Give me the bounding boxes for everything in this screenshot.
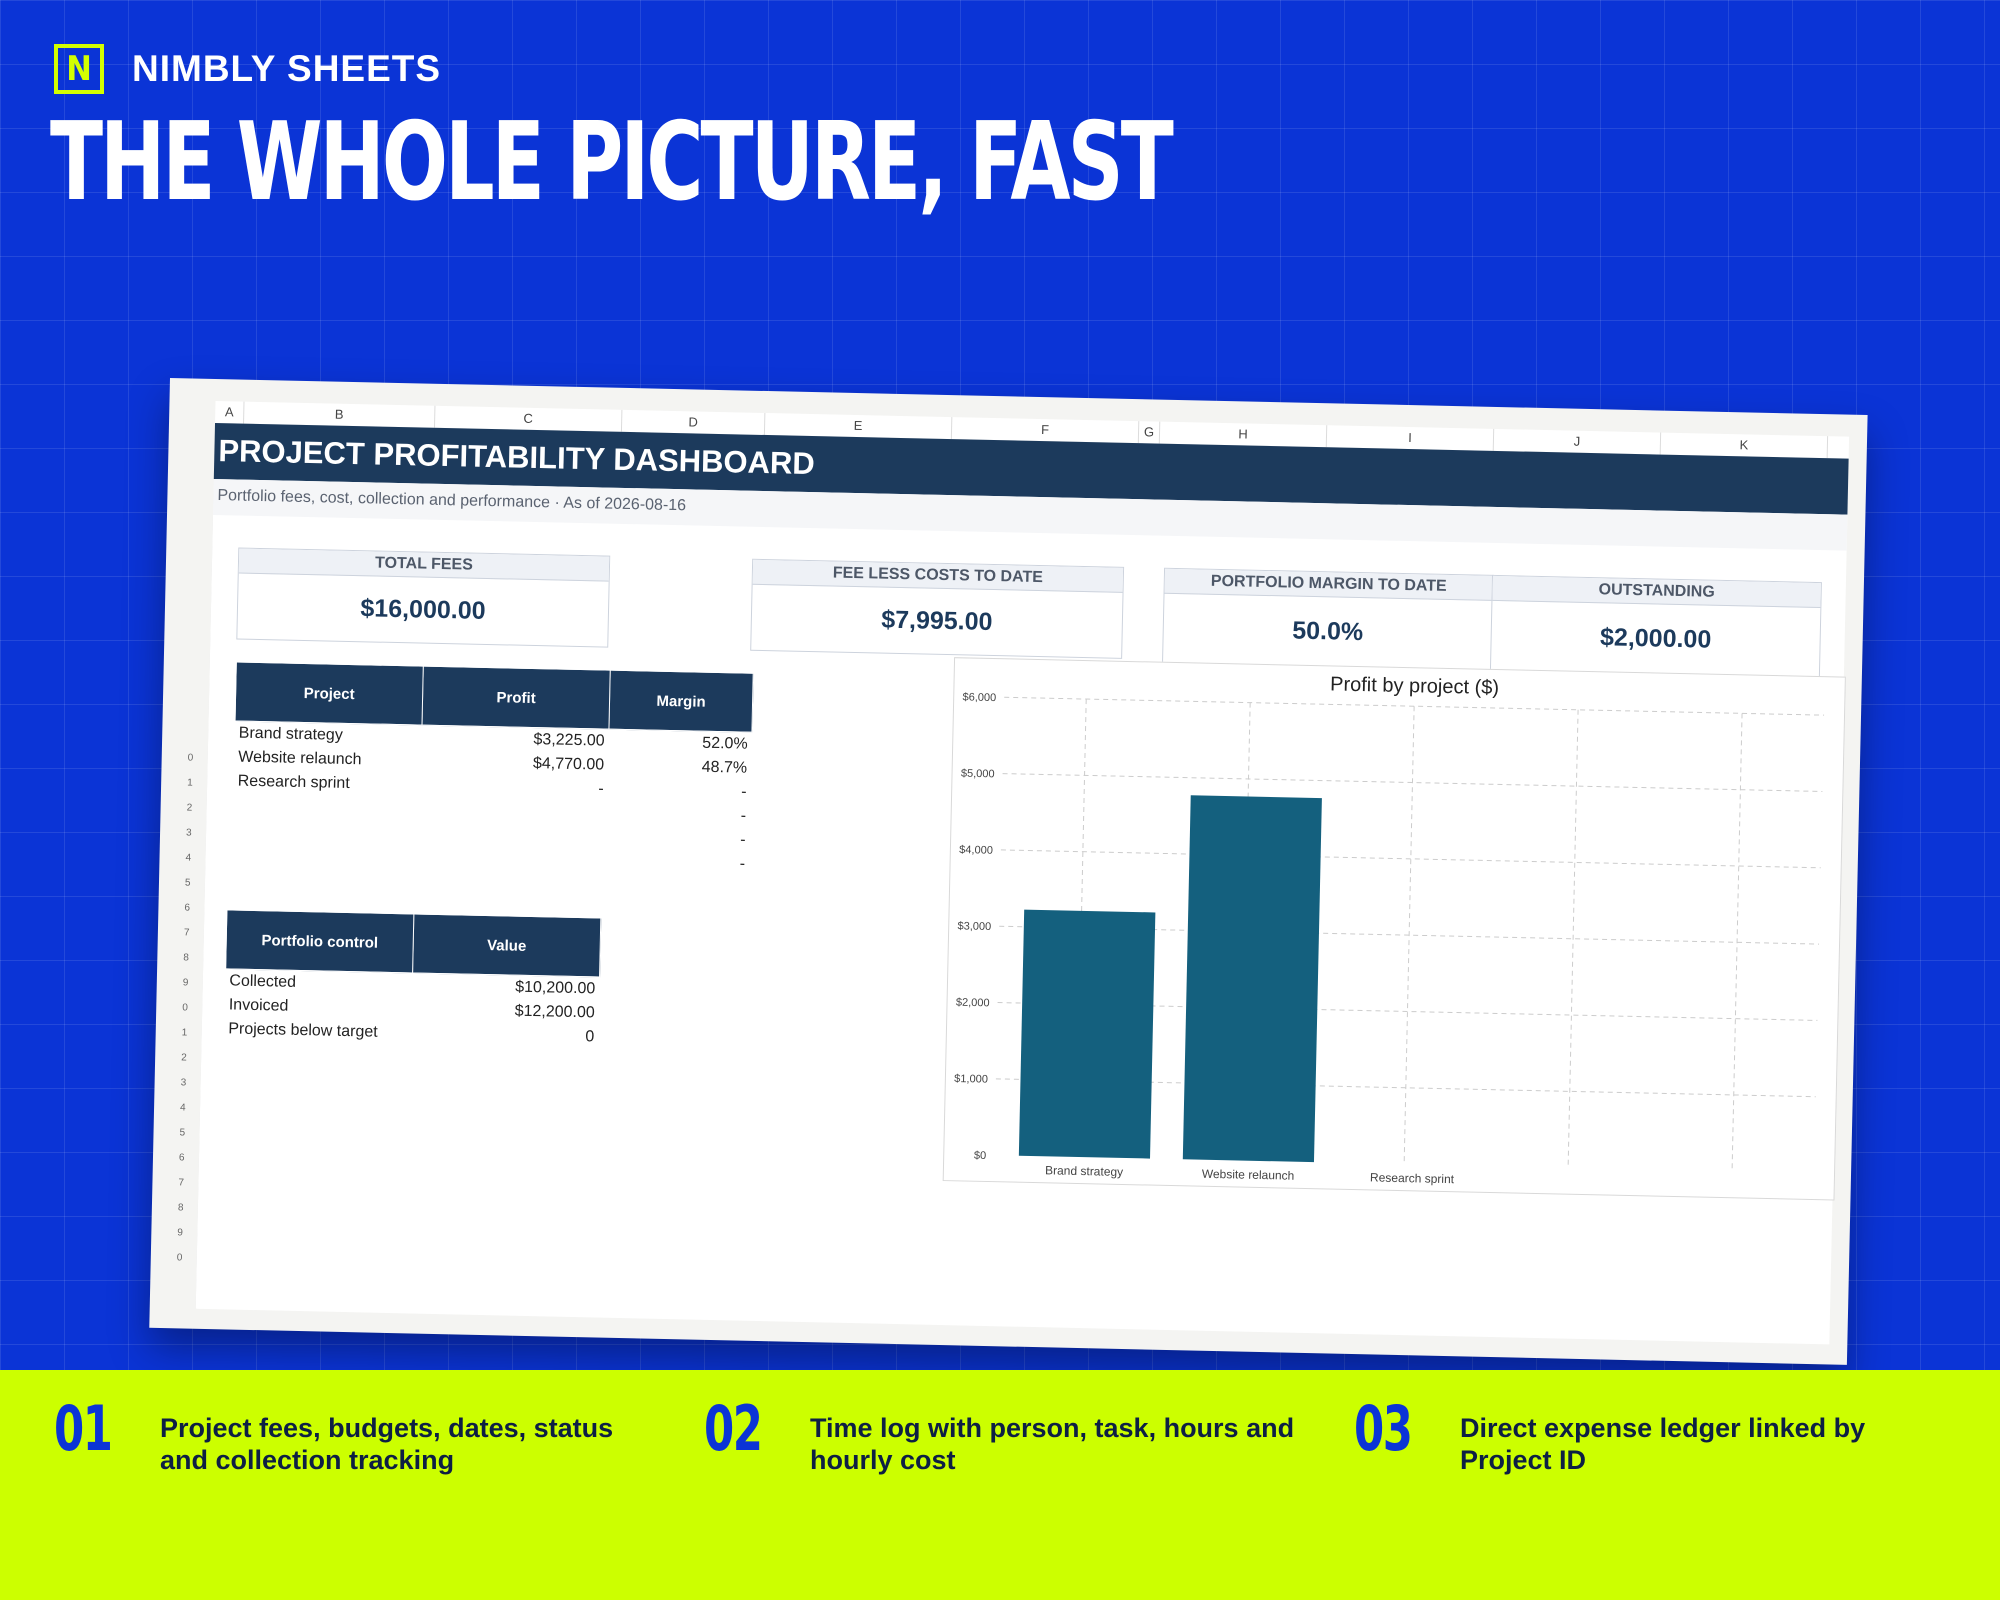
col-header-profit[interactable]: Profit (421, 666, 611, 730)
grid-line-horizontal (1002, 773, 1823, 792)
margin-cell[interactable]: - (740, 831, 746, 849)
row-number[interactable]: 2 (181, 1052, 187, 1064)
chart-title: Profit by project ($) (1330, 673, 1499, 699)
feature-text: Time log with person, task, hours and ho… (810, 1413, 1295, 1475)
kpi-outstanding[interactable]: OUTSTANDING $2,000.00 (1489, 574, 1822, 679)
y-tick-label: $3,000 (957, 920, 991, 933)
control-value-cell[interactable]: 0 (585, 1028, 595, 1046)
feature-text: Project fees, budgets, dates, status and… (160, 1413, 614, 1475)
kpi-value: $16,000.00 (360, 594, 486, 625)
row-number[interactable]: 8 (183, 952, 190, 964)
row-number[interactable]: 5 (184, 877, 191, 889)
sheet-canvas: PROJECT PROFITABILITY DASHBOARD Portfoli… (195, 422, 1849, 1345)
row-number[interactable]: 9 (177, 1227, 184, 1239)
column-header-a[interactable]: A (215, 400, 245, 424)
row-number[interactable]: 0 (182, 1002, 188, 1014)
margin-cell[interactable]: 48.7% (701, 758, 748, 777)
feature-number: 02 (704, 1392, 763, 1465)
grid-line-vertical (1567, 709, 1579, 1168)
x-tick-label: Website relaunch (1202, 1167, 1295, 1183)
y-tick-label: $0 (974, 1150, 987, 1162)
margin-cell[interactable]: - (741, 783, 747, 801)
row-number[interactable]: 5 (179, 1127, 186, 1139)
column-header-g[interactable]: G (1138, 421, 1161, 444)
row-number[interactable]: 1 (187, 777, 193, 789)
project-profit-table: Project Profit Margin Brand strategy $3,2… (231, 662, 754, 877)
row-number[interactable]: 8 (177, 1202, 184, 1214)
feature-2: 02 Time log with person, task, hours and… (704, 1398, 1310, 1476)
row-number[interactable]: 9 (182, 977, 189, 989)
row-number[interactable]: 7 (183, 927, 190, 939)
margin-cell[interactable]: - (740, 807, 747, 825)
kpi-value: $2,000.00 (1599, 623, 1712, 654)
brand-name: NIMBLY SHEETS (132, 48, 442, 89)
column-header-d[interactable]: D (621, 409, 766, 435)
kpi-fee-less-costs[interactable]: FEE LESS COSTS TO DATE $7,995.00 (750, 558, 1125, 659)
col-header-project[interactable]: Project (235, 662, 424, 726)
portfolio-control-table: Portfolio control Value Collected $10,200… (224, 909, 602, 1049)
bar-brand-strategy (1018, 909, 1156, 1159)
row-number[interactable]: 6 (184, 902, 191, 914)
row-number[interactable]: 1 (181, 1027, 188, 1039)
control-label-cell[interactable]: Projects below target (228, 1020, 378, 1041)
brand-logo-icon: N (54, 44, 104, 94)
profit-chart[interactable]: Profit by project ($) $0 $1,000 $2,000 $3,00… (942, 657, 1846, 1201)
row-number[interactable]: 0 (187, 752, 194, 764)
col-header-margin[interactable]: Margin (608, 670, 754, 733)
features-band: 01 Project fees, budgets, dates, status … (0, 1370, 2000, 1600)
y-tick-label: $2,000 (956, 997, 990, 1010)
margin-cell[interactable]: - (739, 855, 746, 873)
feature-1: 01 Project fees, budgets, dates, status … (54, 1398, 660, 1476)
profit-cell[interactable] (419, 846, 606, 874)
row-number[interactable]: 3 (185, 827, 192, 839)
feature-3: 03 Direct expense ledger linked by Proje… (1354, 1398, 1960, 1476)
y-tick-label: $5,000 (961, 768, 995, 781)
y-tick-label: $6,000 (962, 691, 996, 704)
kpi-value: $7,995.00 (880, 605, 993, 636)
row-number[interactable]: 3 (180, 1077, 187, 1089)
y-tick-label: $1,000 (954, 1073, 988, 1086)
profit-chart-svg: Profit by project ($) $0 $1,000 $2,000 $3,00… (954, 673, 1825, 1186)
grid-line-horizontal (1004, 696, 1825, 716)
row-number[interactable]: 4 (185, 852, 192, 864)
y-tick-label: $4,000 (959, 844, 993, 857)
headline: THE WHOLE PICTURE, FAST (50, 100, 1174, 225)
kpi-value: 50.0% (1291, 616, 1364, 647)
feature-number: 01 (54, 1392, 113, 1465)
kpi-portfolio-margin[interactable]: PORTFOLIO MARGIN TO DATE 50.0% (1162, 567, 1495, 671)
col-header-value[interactable]: Value (412, 913, 601, 978)
row-number[interactable]: 4 (179, 1102, 186, 1114)
project-cell[interactable] (232, 841, 419, 869)
feature-number: 03 (1354, 1392, 1413, 1465)
row-number[interactable]: 6 (178, 1152, 185, 1164)
x-tick-label: Research sprint (1370, 1170, 1455, 1186)
brand: N NIMBLY SHEETS (54, 44, 441, 94)
feature-text: Direct expense ledger linked by Project … (1460, 1413, 1866, 1475)
grid-line-horizontal (1000, 849, 1821, 869)
kpi-total-fees[interactable]: TOTAL FEES $16,000.00 (236, 547, 611, 648)
x-tick-label: Brand strategy (1045, 1163, 1123, 1179)
row-number[interactable]: 7 (178, 1177, 185, 1189)
row-number[interactable]: 0 (176, 1252, 183, 1264)
bar-website-relaunch (1182, 795, 1322, 1163)
col-header-portfolio-control[interactable]: Portfolio control (225, 909, 414, 973)
row-number[interactable]: 2 (186, 802, 193, 814)
margin-cell[interactable]: 52.0% (702, 734, 748, 753)
